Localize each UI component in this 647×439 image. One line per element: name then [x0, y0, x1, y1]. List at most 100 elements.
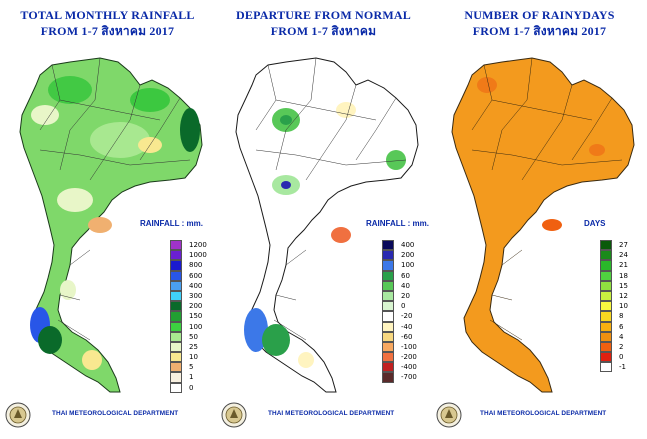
legend-label: 2: [619, 342, 624, 351]
legend-swatch: [170, 341, 182, 353]
legend-label: 8: [619, 312, 624, 321]
department-name: THAI METEOROLOGICAL DEPARTMENT: [268, 410, 395, 417]
departure-patch: [386, 150, 406, 170]
province-borders: [471, 57, 623, 341]
legend-label: 27: [619, 241, 628, 249]
province-borders: [255, 57, 407, 341]
legend-swatch: [600, 270, 612, 281]
legend-swatch: [170, 321, 182, 332]
departure-patch: [281, 181, 291, 189]
legend-label: 600: [189, 271, 203, 280]
legend-swatch: [600, 280, 612, 291]
legend-label: 60: [401, 271, 410, 280]
province-borders: [39, 57, 191, 341]
legend-label: -200: [401, 353, 417, 362]
legend-swatch: [600, 301, 612, 312]
panel-title: TOTAL MONTHLY RAINFALL: [20, 8, 195, 22]
legend-label: 100: [189, 322, 203, 331]
legend-label: 24: [619, 251, 628, 260]
legend-label: 12: [619, 291, 628, 300]
legend-swatch: [382, 321, 394, 332]
legend-swatch: [600, 321, 612, 332]
legend-label: 0: [189, 383, 194, 392]
rain-patch: [31, 105, 59, 125]
legend-swatch: [382, 250, 394, 261]
legend-title: DAYS: [584, 219, 606, 228]
legend-swatch: [600, 290, 612, 302]
legend-swatch: [170, 240, 182, 251]
legend-label: -700: [401, 373, 417, 382]
legend-swatch: [170, 331, 182, 342]
panel-title: NUMBER OF RAINYDAYS: [464, 8, 615, 22]
legend-label: 21: [619, 261, 628, 270]
legend-swatch: [600, 260, 612, 271]
legend-label: 0: [619, 353, 624, 362]
legend-swatch: [382, 280, 394, 291]
legend-swatch: [170, 311, 182, 322]
legend-label: 50: [189, 332, 198, 341]
legend-label: 150: [189, 312, 203, 321]
legend-label: 20: [401, 291, 410, 300]
legend-label: 400: [401, 241, 415, 249]
rain-patch: [60, 280, 76, 300]
panel-subtitle: FROM 1-7 สิงหาคม: [270, 24, 377, 38]
legend-swatch: [382, 341, 394, 353]
panel-subtitle: FROM 1-7 สิงหาคม 2017: [472, 24, 607, 38]
rainyday-patch: [477, 77, 497, 93]
panel-subtitle: FROM 1-7 สิงหาคม 2017: [40, 24, 175, 38]
departure-patch: [298, 352, 314, 368]
legend-label: 10: [619, 302, 628, 311]
legend-label: 1: [189, 373, 194, 382]
legend-swatch: [170, 290, 182, 302]
legend-label: -1: [619, 363, 626, 372]
departure-panel: DEPARTURE FROM NORMAL FROM 1-7 สิงหาคม R…: [216, 0, 431, 439]
legend-label: 25: [189, 342, 198, 351]
legend-swatch: [600, 250, 612, 261]
legend-label: -100: [401, 342, 417, 351]
departure-patch: [280, 115, 292, 125]
tmd-seal-icon: [221, 402, 247, 428]
rainfall-map: [19, 57, 203, 393]
legend-swatch: [382, 352, 394, 363]
departure-patch: [331, 227, 351, 243]
rain-patch: [90, 122, 150, 158]
legend-swatch: [382, 240, 394, 251]
rain-patch: [88, 217, 112, 233]
legend-swatch: [382, 311, 394, 322]
departure-patch: [244, 308, 268, 352]
legend-swatch: [170, 280, 182, 291]
legend-label: 400: [189, 281, 203, 290]
departure-patch: [262, 324, 290, 356]
legend-label: 15: [619, 281, 628, 290]
rainyday-patch: [589, 144, 605, 156]
legend-swatch: [600, 341, 612, 353]
rainydays-map: [451, 57, 635, 393]
departure-patch: [336, 102, 356, 118]
legend-swatch: [170, 362, 182, 373]
legend-label: 1200: [189, 241, 207, 249]
legend-label: 10: [189, 353, 198, 362]
rain-patch: [130, 88, 170, 112]
rain-patch: [48, 76, 92, 104]
legend-swatch: [382, 270, 394, 281]
legend-label: 4: [619, 332, 624, 341]
legend-swatch: [600, 331, 612, 342]
rain-patch: [180, 108, 200, 152]
legend-label: -400: [401, 363, 417, 372]
legend-swatch: [170, 260, 182, 271]
legend-label: 800: [189, 261, 203, 270]
legend-label: 5: [189, 363, 194, 372]
legend-swatch: [600, 240, 612, 251]
panel-title: DEPARTURE FROM NORMAL: [236, 8, 411, 22]
legend-swatch: [600, 311, 612, 322]
legend-swatch: [170, 301, 182, 312]
legend-label: -40: [401, 322, 413, 331]
legend-swatch: [382, 362, 394, 373]
legend-swatch: [170, 270, 182, 281]
rain-patch: [57, 188, 93, 212]
rainyday-patch: [542, 219, 562, 231]
legend-swatch: [170, 382, 182, 393]
legend-swatch: [382, 372, 394, 383]
rain-patch: [38, 326, 62, 354]
legend-swatch: [170, 250, 182, 261]
